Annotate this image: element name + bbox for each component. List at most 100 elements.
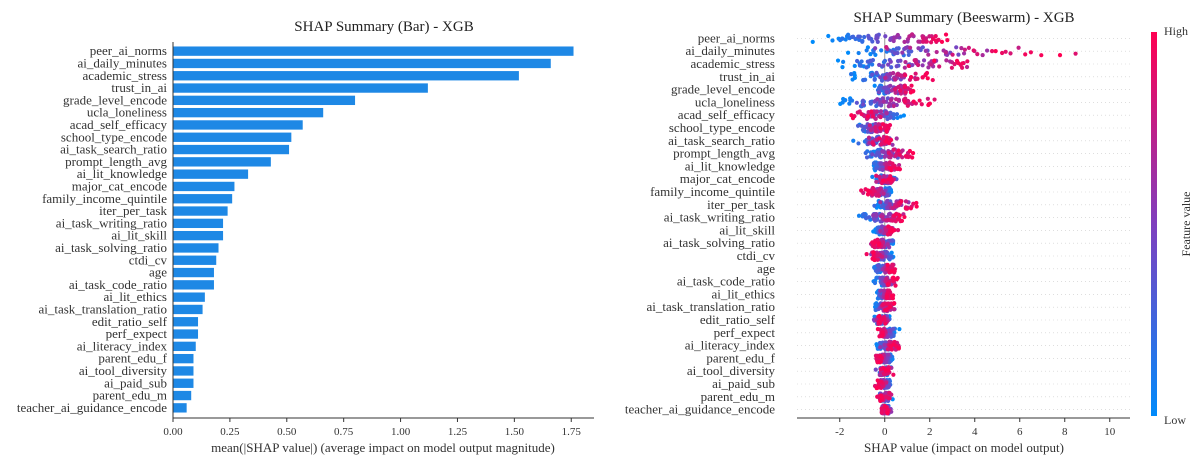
beeswarm-point	[916, 46, 921, 51]
bar-ai_task_code_ratio	[173, 280, 214, 290]
beeswarm-label-age: age	[757, 261, 775, 276]
beeswarm-point	[857, 37, 862, 43]
beeswarm-point	[860, 39, 865, 44]
beeswarm-point	[867, 123, 873, 128]
beeswarm-point	[890, 262, 895, 267]
beeswarm-point	[870, 141, 875, 146]
bar-grade_level_encode	[173, 95, 356, 106]
beeswarm-point	[862, 34, 867, 40]
beeswarm-point	[898, 58, 903, 63]
bar-chart-title: SHAP Summary (Bar) - XGB	[294, 19, 473, 35]
beeswarm-point	[849, 113, 854, 118]
beeswarm-point	[884, 111, 889, 116]
beeswarm-point	[891, 307, 897, 312]
bar-label-major_cat_encode: major_cat_encode	[72, 178, 168, 193]
beeswarm-point	[872, 257, 877, 262]
beeswarm-point	[895, 227, 901, 233]
beeswarm-point	[910, 155, 915, 160]
beeswarm-point	[866, 114, 871, 119]
beeswarm-point	[888, 110, 893, 115]
beeswarm-point	[1003, 49, 1008, 54]
beeswarm-point	[966, 45, 971, 50]
beeswarm-point	[879, 78, 885, 83]
beeswarm-point	[896, 148, 901, 153]
beeswarm-point	[902, 214, 907, 220]
beeswarm-point	[855, 123, 861, 128]
beeswarm-point	[881, 99, 886, 104]
beeswarm-point	[1028, 50, 1033, 55]
beeswarm-point	[895, 115, 900, 121]
bar-label-edit_ratio_self: edit_ratio_self	[92, 314, 168, 329]
beeswarm-point	[826, 33, 831, 39]
beeswarm-point	[1023, 52, 1028, 57]
beeswarm-point	[894, 64, 899, 69]
beeswarm-label-ai_tool_diversity: ai_tool_diversity	[687, 363, 776, 378]
beeswarm-point	[883, 394, 889, 399]
beeswarm-point	[932, 97, 937, 102]
beeswarm-point	[960, 61, 965, 66]
beeswarm-point	[891, 228, 896, 233]
colorbar-title: Feature value	[1179, 192, 1193, 257]
beeswarm-label-grade_level_encode: grade_level_encode	[671, 82, 775, 97]
beeswarm-point	[870, 186, 876, 191]
beeswarm-point	[870, 39, 875, 44]
beeswarm-point	[891, 112, 896, 117]
beeswarm-point	[886, 224, 891, 229]
beeswarm-point	[872, 203, 877, 208]
beeswarm-point	[880, 178, 886, 183]
bar-label-ai_task_writing_ratio: ai_task_writing_ratio	[56, 215, 167, 230]
beeswarm-point	[881, 288, 887, 293]
beeswarm-x-tick-label: 6	[1017, 426, 1023, 438]
beeswarm-label-parent_edu_m: parent_edu_m	[701, 389, 775, 404]
beeswarm-point	[856, 50, 861, 56]
beeswarm-point	[920, 45, 925, 50]
beeswarm-point	[909, 83, 914, 88]
beeswarm-point	[886, 365, 891, 370]
beeswarm-point	[937, 64, 942, 69]
beeswarm-point	[861, 77, 866, 83]
beeswarm-point	[902, 65, 907, 70]
bar-ai_lit_skill	[173, 230, 224, 241]
beeswarm-label-ai_task_solving_ratio: ai_task_solving_ratio	[663, 235, 775, 250]
beeswarm-point	[882, 154, 887, 159]
bar-label-parent_edu_m: parent_edu_m	[93, 388, 167, 403]
beeswarm-point	[859, 188, 864, 193]
beeswarm-point	[897, 152, 902, 157]
beeswarm-point	[910, 62, 915, 68]
beeswarm-point	[894, 136, 899, 141]
bar-ai_literacy_index	[173, 341, 196, 352]
beeswarm-point	[923, 72, 929, 77]
beeswarm-point	[925, 96, 930, 101]
beeswarm-point	[878, 153, 883, 159]
beeswarm-point	[903, 73, 908, 78]
beeswarm-point	[854, 100, 859, 105]
beeswarm-point	[920, 63, 925, 68]
beeswarm-point	[930, 77, 935, 83]
beeswarm-point	[945, 38, 950, 43]
beeswarm-point	[887, 390, 892, 396]
beeswarm-point	[917, 98, 922, 103]
bar-x-tick-label: 1.00	[391, 426, 411, 438]
beeswarm-x-axis-label: SHAP value (impact on model output)	[864, 440, 1064, 455]
beeswarm-label-major_cat_encode: major_cat_encode	[680, 171, 776, 186]
bar-iter_per_task	[173, 206, 228, 216]
beeswarm-point	[921, 36, 926, 41]
beeswarm-point	[866, 35, 871, 40]
beeswarm-point	[891, 147, 896, 152]
beeswarm-point	[885, 347, 891, 352]
beeswarm-point	[902, 39, 907, 44]
beeswarm-point	[891, 372, 896, 377]
bar-parent_edu_f	[173, 353, 194, 364]
beeswarm-label-prompt_length_avg: prompt_length_avg	[673, 146, 775, 161]
beeswarm-point	[810, 39, 815, 44]
beeswarm-point	[889, 218, 895, 223]
beeswarm-point	[884, 295, 890, 300]
bar-label-peer_ai_norms: peer_ai_norms	[90, 43, 167, 58]
beeswarm-point	[878, 75, 883, 80]
beeswarm-point	[899, 218, 905, 223]
beeswarm-label-family_income_quintile: family_income_quintile	[650, 184, 775, 199]
bar-label-prompt_length_avg: prompt_length_avg	[65, 154, 167, 169]
beeswarm-point	[875, 97, 880, 102]
beeswarm-point	[877, 62, 882, 68]
